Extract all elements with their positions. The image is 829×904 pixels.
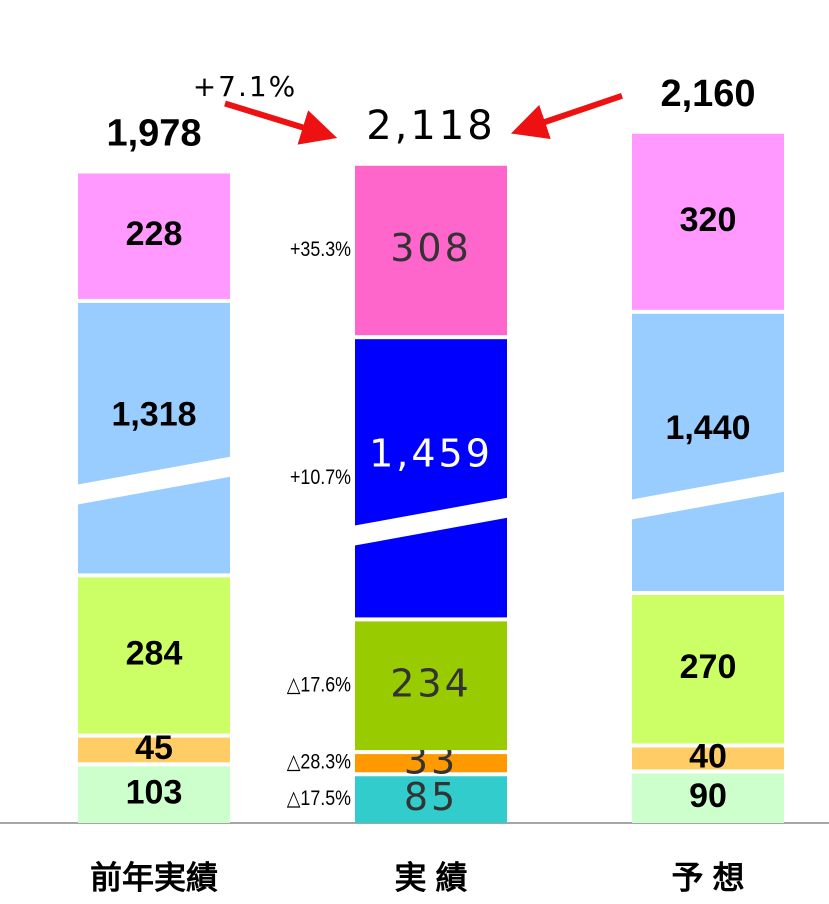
segment-label: 1,440 [665, 409, 750, 447]
segment-label: 228 [126, 215, 183, 253]
segment-label: 40 [689, 737, 727, 775]
bar-segment [355, 339, 507, 618]
bar-segment [78, 766, 230, 823]
total-change: +7.1% [193, 70, 298, 103]
bar-segment [632, 313, 784, 591]
x-tick-label: 前年実績 [90, 859, 218, 895]
bar-segment [632, 133, 784, 310]
bar-segment [355, 621, 507, 751]
total-label: 1,978 [106, 113, 201, 155]
axis-break [354, 497, 508, 546]
bar-segment [632, 747, 784, 770]
bar-segment [78, 173, 230, 299]
segment-label: 90 [689, 777, 727, 815]
bar-segment [632, 773, 784, 823]
change-label: △17.6% [287, 673, 351, 697]
bar-segment [632, 595, 784, 744]
segment-label: 320 [680, 201, 737, 239]
segment-label: 234 [390, 661, 472, 705]
total-label: 2,160 [660, 73, 755, 115]
bar-segment [355, 754, 507, 773]
arrow [224, 100, 338, 145]
x-tick-label: 予 想 [672, 859, 745, 895]
segment-label: 45 [135, 729, 173, 767]
change-label: +10.7% [290, 465, 351, 489]
segment-label: 1,318 [111, 396, 196, 434]
segment-label: 308 [390, 226, 472, 270]
bar-segment [78, 302, 230, 574]
total-label: 2,118 [366, 103, 496, 149]
change-label: △17.5% [287, 787, 351, 811]
bar-segment [355, 165, 507, 336]
bar-segment [78, 577, 230, 734]
change-label: +35.3% [290, 238, 351, 262]
bar-segment [355, 776, 507, 823]
bar-segment [78, 737, 230, 763]
axis-break [77, 456, 231, 505]
axis-break [631, 471, 785, 520]
change-label: △28.3% [287, 750, 351, 774]
arrow [510, 92, 623, 140]
segment-label: 85 [404, 775, 458, 819]
segment-label: 284 [126, 634, 183, 672]
x-tick-label: 実 績 [395, 859, 468, 895]
segment-label: 270 [680, 648, 737, 686]
segment-label: 103 [126, 774, 183, 812]
segment-label: 1,459 [369, 432, 493, 476]
